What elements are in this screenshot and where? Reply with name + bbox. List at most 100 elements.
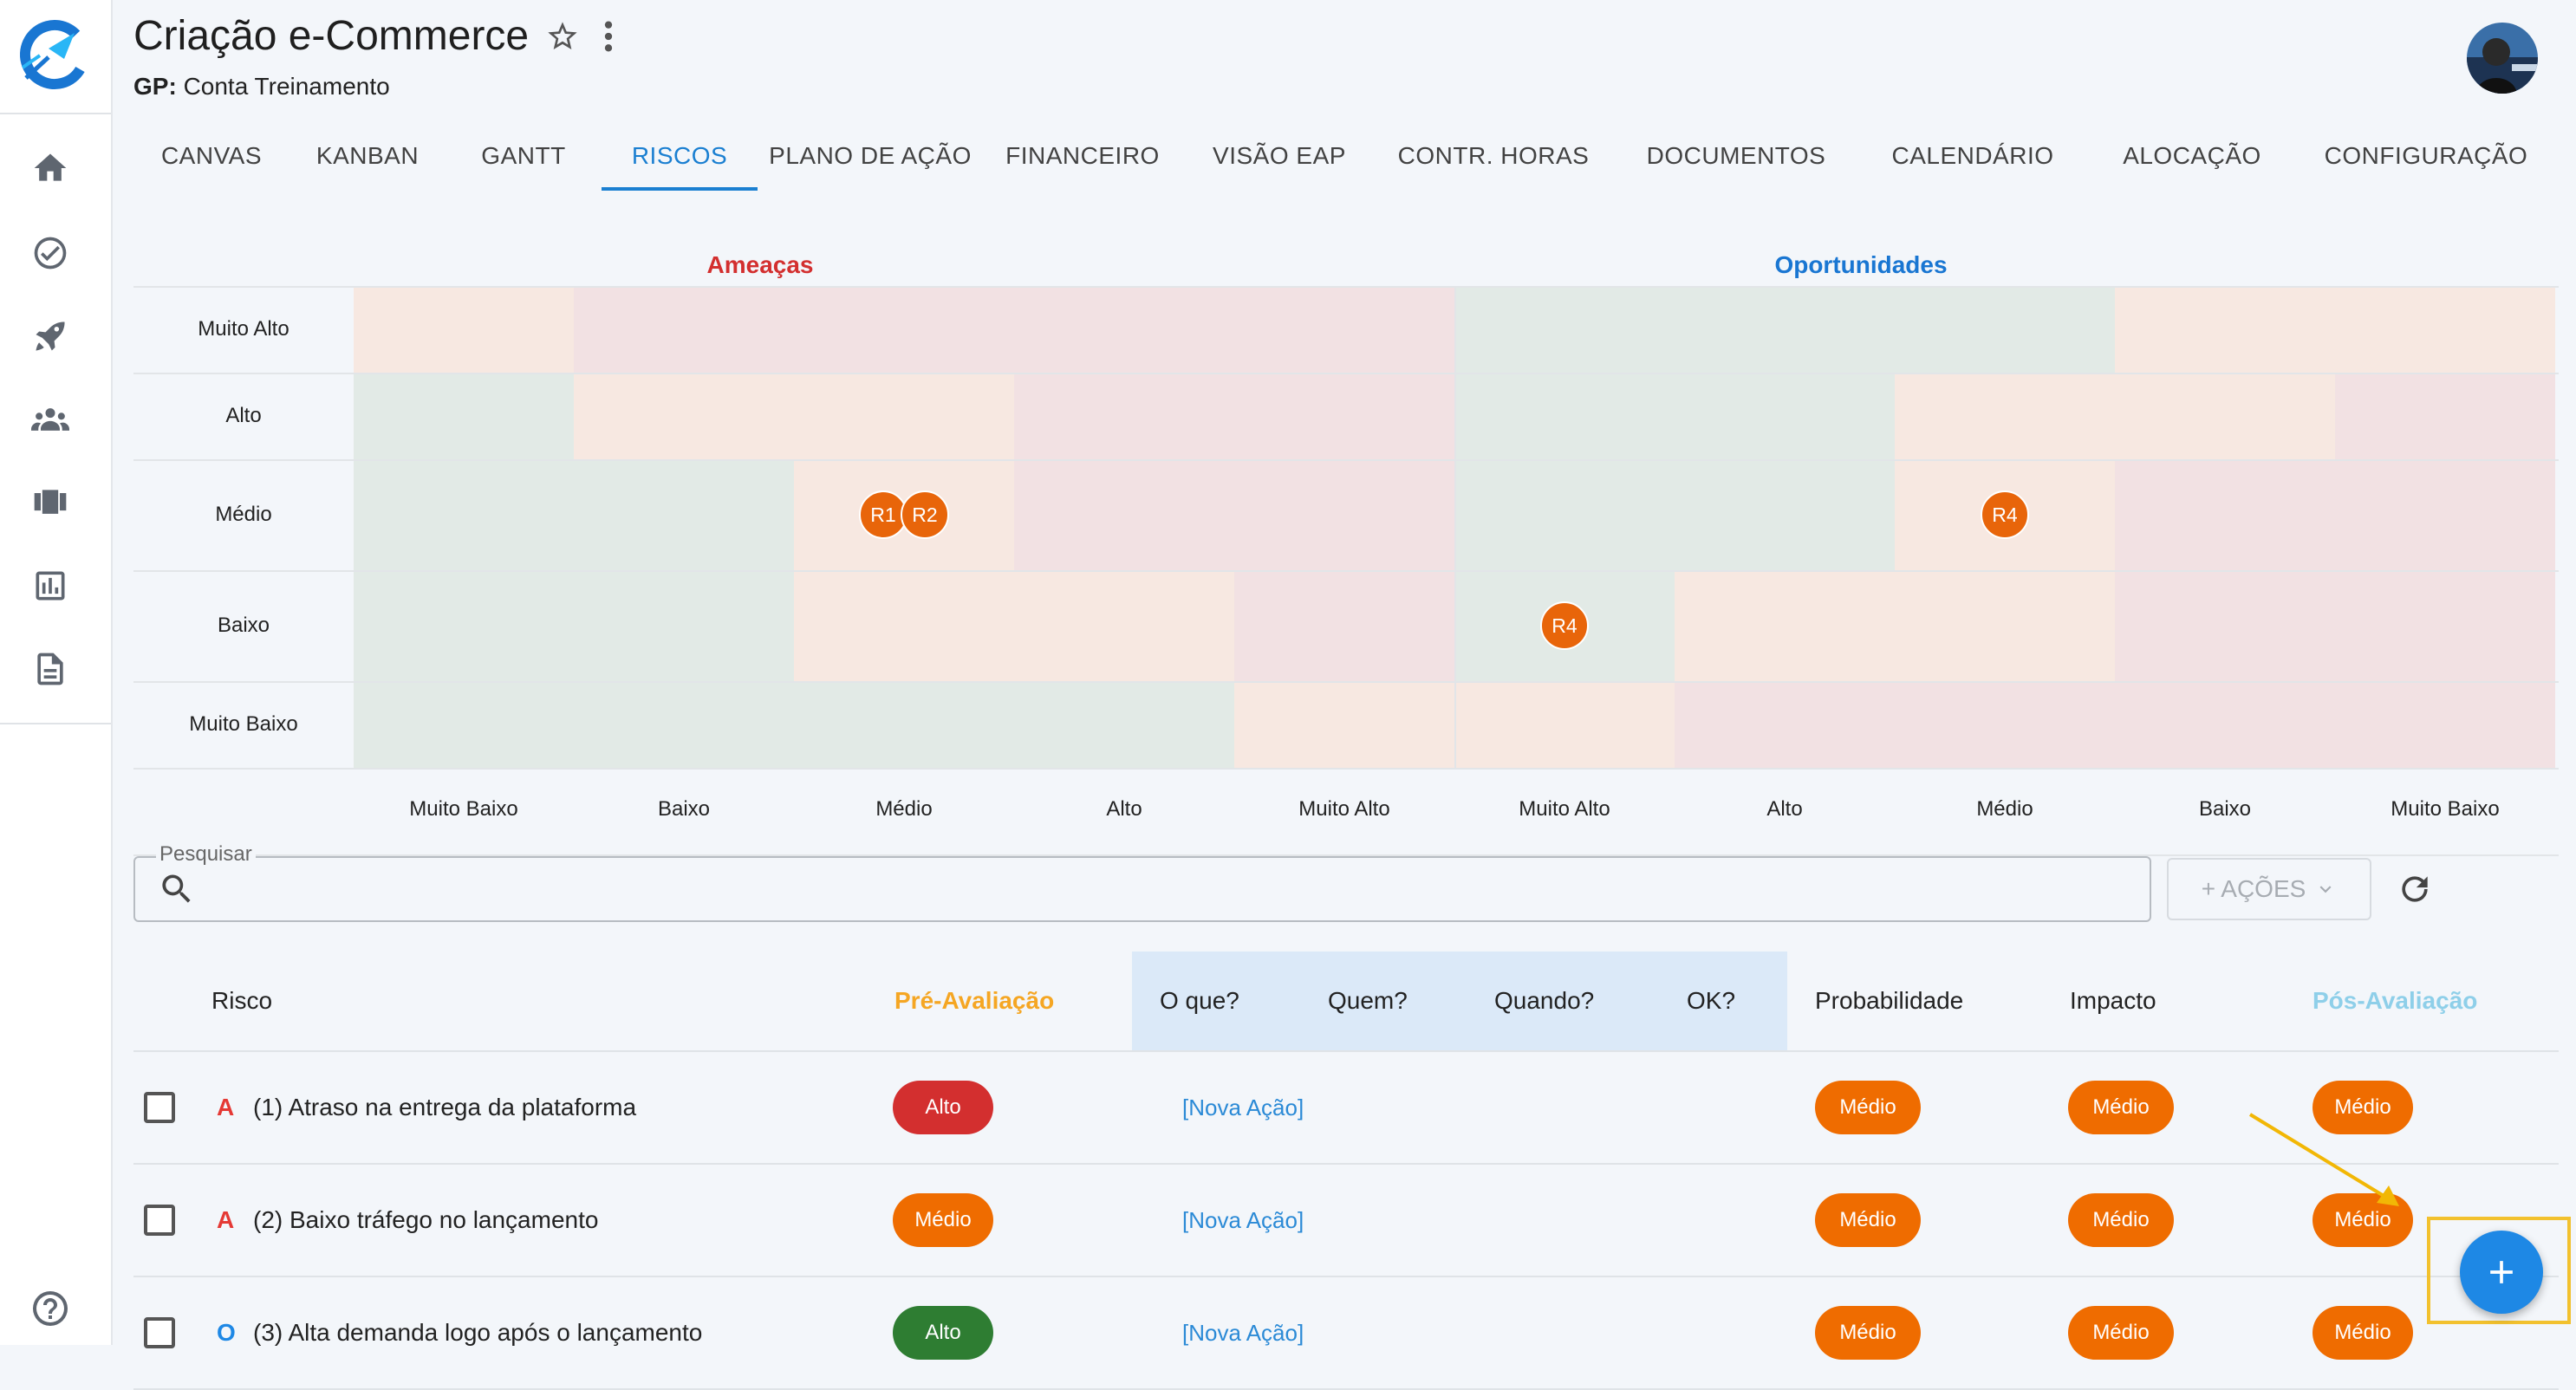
new-action-link[interactable]: [Nova Ação] (1182, 1207, 1304, 1233)
opportunity-cell (2115, 373, 2335, 459)
opportunity-cell (1454, 373, 1675, 459)
chevron-down-icon (2319, 886, 2332, 893)
carousel-icon[interactable] (29, 482, 71, 523)
pre-evaluation-badge[interactable]: Alto (893, 1306, 993, 1360)
opportunity-cell (2115, 681, 2335, 768)
avatar[interactable] (2467, 23, 2538, 94)
opportunity-cell (1454, 286, 1675, 373)
opportunity-cell (1675, 373, 1895, 459)
matrix-divider (1454, 286, 1456, 768)
actions-button[interactable]: + AÇÕES (2167, 858, 2371, 920)
matrix-grid-line (133, 570, 2559, 572)
tab-documentos[interactable]: DOCUMENTOS (1646, 142, 1826, 169)
tab-kanban[interactable]: KANBAN (315, 142, 420, 169)
col-pos-avaliacao[interactable]: Pós-Avaliação (2313, 987, 2478, 1014)
col-impacto[interactable]: Impacto (2070, 987, 2156, 1014)
threat-col-label: Médio (875, 797, 933, 821)
threat-cell (354, 459, 574, 570)
tab-canvas[interactable]: CANVAS (160, 142, 263, 169)
search-input[interactable] (133, 856, 2151, 922)
col-quando[interactable]: Quando? (1494, 987, 1595, 1014)
risk-type-badge: O (217, 1319, 236, 1346)
risk-name[interactable]: (2) Baixo tráfego no lançamento (253, 1206, 599, 1233)
tab-plano-de-a-o[interactable]: PLANO DE AÇÃO (769, 142, 972, 169)
threat-cell (1234, 286, 1454, 373)
post-evaluation-badge[interactable]: Médio (2313, 1081, 2413, 1134)
table-row[interactable]: O (3) Alta demanda logo após o lançamento… (133, 1277, 2559, 1390)
threat-col-label: Alto (1106, 797, 1142, 821)
tab-vis-o-eap[interactable]: VISÃO EAP (1213, 142, 1346, 169)
table-row[interactable]: A (1) Atraso na entrega da plataforma Alto… (133, 1052, 2559, 1165)
project-manager: GP: Conta Treinamento (133, 73, 390, 101)
bar-chart-icon[interactable] (29, 565, 71, 607)
tab-contr-horas[interactable]: CONTR. HORAS (1397, 142, 1590, 169)
document-icon[interactable] (29, 648, 71, 690)
tab-financeiro[interactable]: FINANCEIRO (1005, 142, 1160, 169)
tab-gantt[interactable]: GANTT (481, 142, 566, 169)
opportunity-cell (1895, 286, 2115, 373)
threat-cell (574, 570, 794, 681)
pre-evaluation-badge[interactable]: Médio (893, 1193, 993, 1247)
post-evaluation-badge[interactable]: Médio (2313, 1306, 2413, 1360)
tab-configura-o[interactable]: CONFIGURAÇÃO (2324, 142, 2528, 169)
matrix-grid-line (133, 286, 2559, 288)
help-icon[interactable] (29, 1288, 71, 1329)
probability-badge[interactable]: Médio (1815, 1081, 1921, 1134)
matrix-row-label: Muito Baixo (189, 712, 298, 736)
row-checkbox[interactable] (144, 1092, 175, 1123)
sidebar (0, 0, 113, 1345)
col-ok[interactable]: OK? (1687, 987, 1736, 1014)
risk-bubble[interactable]: R1 (859, 490, 907, 539)
opportunity-cell (2115, 459, 2335, 570)
matrix-grid-line (133, 373, 2559, 374)
star-icon[interactable] (545, 19, 580, 54)
people-icon[interactable] (29, 399, 71, 440)
table-row[interactable]: A (2) Baixo tráfego no lançamento Médio [No… (133, 1165, 2559, 1277)
opportunity-col-label: Médio (1976, 797, 2033, 821)
risk-bubble[interactable]: R4 (1540, 601, 1589, 650)
threat-col-label: Baixo (657, 797, 711, 821)
probability-badge[interactable]: Médio (1815, 1306, 1921, 1360)
refresh-icon[interactable] (2396, 870, 2434, 908)
col-pre-avaliacao[interactable]: Pré-Avaliação (894, 987, 1055, 1014)
threats-label: Ameaças (706, 251, 814, 278)
threat-cell (794, 286, 1014, 373)
col-risco[interactable]: Risco (211, 987, 273, 1014)
row-checkbox[interactable] (144, 1317, 175, 1348)
col-quem[interactable]: Quem? (1328, 987, 1408, 1014)
threat-cell (574, 459, 794, 570)
opportunities-label: Oportunidades (1774, 251, 1948, 278)
app-logo[interactable] (14, 14, 95, 95)
impact-badge[interactable]: Médio (2068, 1081, 2174, 1134)
risk-name[interactable]: (1) Atraso na entrega da plataforma (253, 1094, 637, 1120)
add-button[interactable] (2460, 1231, 2543, 1314)
threat-col-label: Muito Baixo (409, 797, 518, 821)
row-checkbox[interactable] (144, 1205, 175, 1236)
risk-type-badge: A (217, 1094, 235, 1120)
title-area: Criação e-Commerce (133, 12, 615, 60)
opportunity-col-label: Muito Baixo (2391, 797, 2500, 821)
col-oque[interactable]: O que? (1160, 987, 1239, 1014)
impact-badge[interactable]: Médio (2068, 1193, 2174, 1247)
more-vert-icon[interactable] (602, 19, 615, 54)
new-action-link[interactable]: [Nova Ação] (1182, 1094, 1304, 1120)
tab-riscos[interactable]: RISCOS (602, 121, 758, 191)
impact-badge[interactable]: Médio (2068, 1306, 2174, 1360)
threat-cell (1014, 570, 1234, 681)
rocket-icon[interactable] (29, 315, 71, 357)
tab-calend-rio[interactable]: CALENDÁRIO (1891, 142, 2054, 169)
risk-bubble[interactable]: R2 (901, 490, 949, 539)
home-icon[interactable] (29, 147, 71, 189)
check-circle-icon[interactable] (29, 232, 71, 274)
col-probabilidade[interactable]: Probabilidade (1815, 987, 1964, 1014)
tab-aloca-o[interactable]: ALOCAÇÃO (2123, 142, 2261, 169)
risk-matrix: Ameaças Oportunidades Muito Alto Alto Médi… (133, 251, 2559, 856)
plus-icon (2490, 1261, 2513, 1283)
risk-bubble[interactable]: R4 (1981, 490, 2029, 539)
risk-name[interactable]: (3) Alta demanda logo após o lançamento (253, 1319, 703, 1346)
threat-cell (574, 373, 794, 459)
opportunity-col-label: Baixo (2198, 797, 2252, 821)
probability-badge[interactable]: Médio (1815, 1193, 1921, 1247)
pre-evaluation-badge[interactable]: Alto (893, 1081, 993, 1134)
new-action-link[interactable]: [Nova Ação] (1182, 1320, 1304, 1346)
